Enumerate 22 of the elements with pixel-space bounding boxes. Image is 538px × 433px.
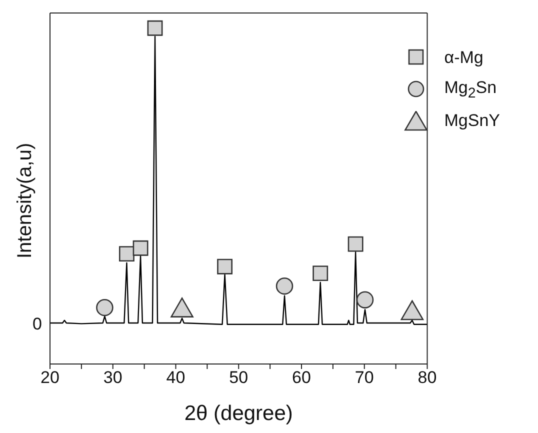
legend-label: Mg$_{2}$Sn — [444, 78, 497, 102]
point — [118, 246, 134, 262]
x-axis-title: 2θ (degree) — [184, 402, 293, 425]
x-tick-label: 30 — [103, 368, 122, 388]
point — [147, 20, 163, 36]
x-tick-label: 70 — [354, 368, 374, 388]
y-axis-title: Intensity(a,u) — [14, 142, 36, 258]
point — [312, 266, 328, 282]
x-tick-label: 50 — [229, 368, 248, 388]
point — [356, 291, 374, 308]
x-tick-label: 40 — [166, 368, 186, 388]
x-tick-label: 80 — [418, 368, 437, 388]
point — [217, 258, 233, 274]
point — [348, 236, 364, 252]
annotation: 0 — [32, 314, 42, 334]
point — [132, 240, 148, 256]
x-tick-label: 20 — [40, 368, 60, 388]
legend-label: MgSnY — [444, 111, 500, 130]
point — [96, 298, 114, 316]
x-tick-label: 60 — [292, 368, 311, 388]
point — [276, 277, 294, 295]
legend-label: α-Mg — [444, 48, 484, 67]
